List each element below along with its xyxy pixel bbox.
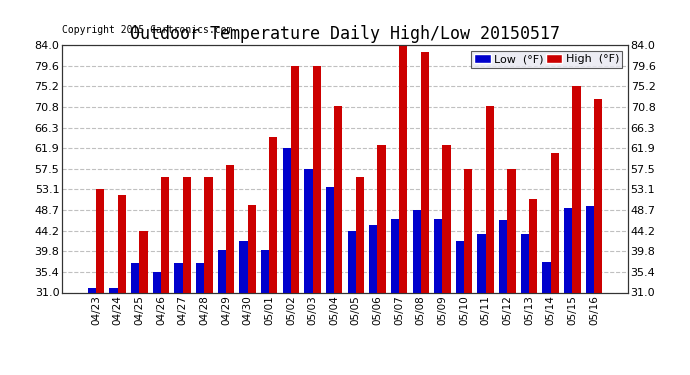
Bar: [283, 148, 291, 292]
Bar: [356, 177, 364, 292]
Bar: [326, 187, 334, 292]
Bar: [248, 205, 256, 292]
Bar: [391, 219, 399, 292]
Bar: [499, 220, 507, 292]
Bar: [434, 219, 442, 292]
Bar: [572, 86, 580, 292]
Bar: [118, 195, 126, 292]
Bar: [218, 251, 226, 292]
Bar: [334, 106, 342, 292]
Bar: [594, 99, 602, 292]
Bar: [421, 52, 429, 292]
Bar: [399, 45, 407, 292]
Bar: [529, 199, 538, 292]
Bar: [521, 234, 529, 292]
Legend: Low  (°F), High  (°F): Low (°F), High (°F): [471, 51, 622, 68]
Bar: [507, 169, 515, 292]
Bar: [369, 225, 377, 292]
Bar: [477, 234, 486, 292]
Bar: [261, 251, 269, 292]
Bar: [413, 210, 421, 292]
Bar: [304, 169, 313, 292]
Bar: [456, 241, 464, 292]
Bar: [226, 165, 234, 292]
Title: Outdoor Temperature Daily High/Low 20150517: Outdoor Temperature Daily High/Low 20150…: [130, 26, 560, 44]
Bar: [204, 177, 213, 292]
Bar: [564, 209, 572, 292]
Bar: [313, 66, 321, 292]
Text: Copyright 2015 Cartronics.com: Copyright 2015 Cartronics.com: [62, 25, 233, 35]
Bar: [196, 262, 204, 292]
Bar: [348, 231, 356, 292]
Bar: [551, 153, 559, 292]
Bar: [175, 262, 183, 292]
Bar: [161, 177, 169, 292]
Bar: [139, 231, 148, 292]
Bar: [442, 145, 451, 292]
Bar: [183, 177, 191, 292]
Bar: [152, 272, 161, 292]
Bar: [586, 206, 594, 292]
Bar: [131, 262, 139, 292]
Bar: [239, 241, 248, 292]
Bar: [110, 288, 118, 292]
Bar: [377, 145, 386, 292]
Bar: [269, 136, 277, 292]
Bar: [291, 66, 299, 292]
Bar: [486, 106, 494, 292]
Bar: [464, 169, 472, 292]
Bar: [542, 262, 551, 292]
Bar: [96, 189, 104, 292]
Bar: [88, 288, 96, 292]
